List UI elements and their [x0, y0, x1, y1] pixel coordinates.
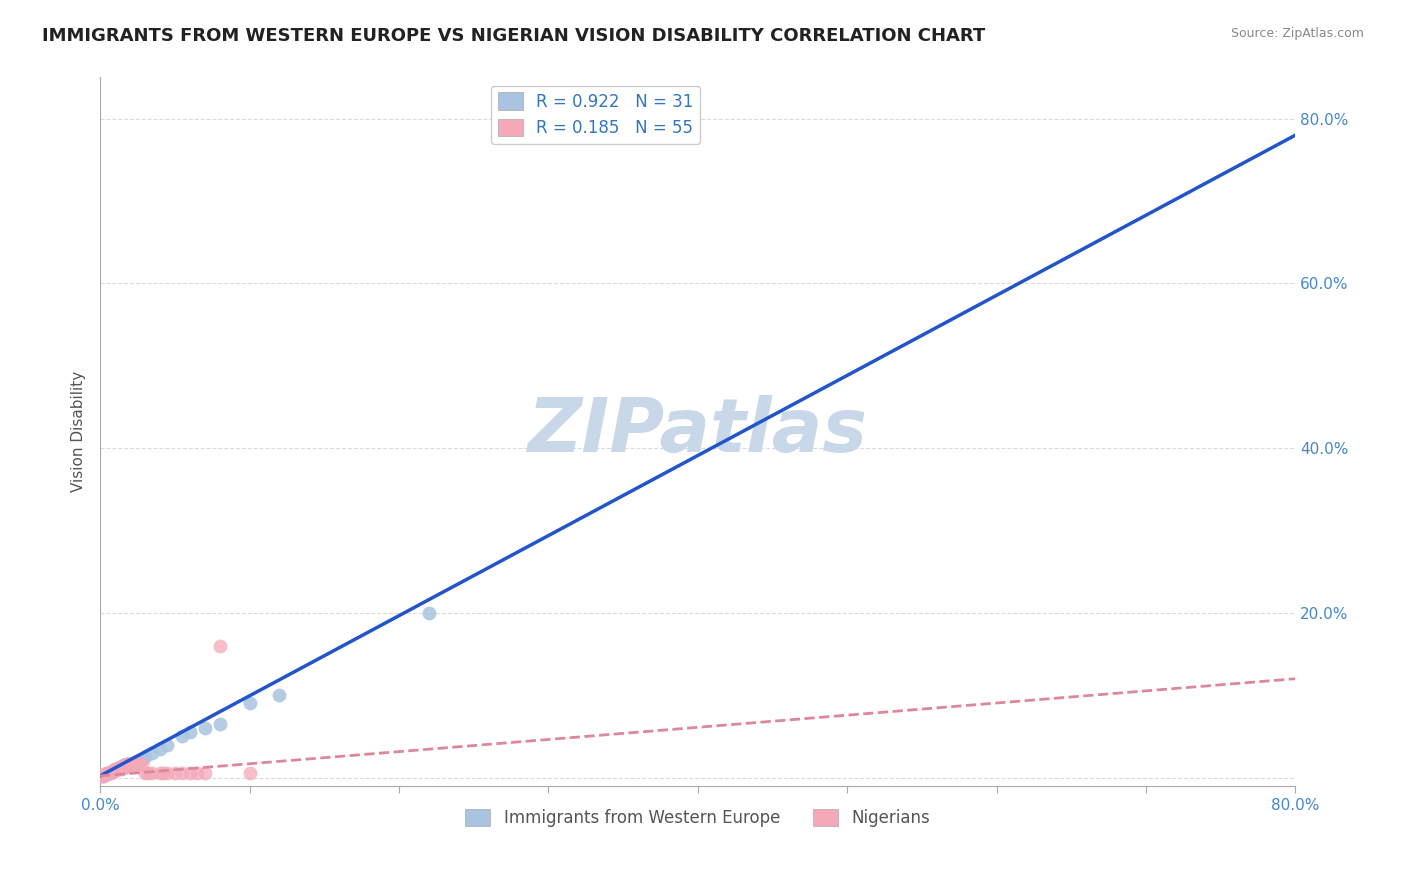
Point: [90, 769, 112, 783]
Point: [238, 766, 260, 780]
Point: [172, 766, 194, 780]
Point: [112, 760, 135, 774]
Point: [136, 765, 159, 780]
Point: [117, 756, 139, 771]
Point: [114, 757, 136, 772]
Point: [156, 738, 179, 752]
Point: [172, 730, 194, 744]
Point: [104, 762, 127, 776]
Point: [208, 639, 231, 653]
Point: [94, 767, 117, 781]
Point: [107, 761, 129, 775]
Point: [112, 758, 135, 772]
Point: [114, 759, 136, 773]
Point: [108, 762, 131, 776]
Point: [131, 752, 153, 766]
Point: [98, 765, 121, 780]
Point: [121, 756, 143, 771]
Point: [238, 697, 260, 711]
Point: [93, 768, 115, 782]
Point: [101, 764, 124, 778]
Point: [101, 764, 124, 779]
Point: [97, 766, 120, 780]
Point: [93, 767, 115, 781]
Point: [127, 757, 149, 772]
Point: [141, 766, 163, 780]
Point: [118, 756, 141, 771]
Point: [108, 761, 131, 775]
Point: [141, 746, 163, 760]
Point: [91, 768, 114, 782]
Point: [91, 769, 114, 783]
Point: [269, 688, 291, 702]
Point: [114, 760, 136, 774]
Point: [118, 757, 141, 772]
Point: [105, 762, 128, 776]
Point: [107, 762, 129, 776]
Point: [152, 766, 174, 780]
Point: [125, 758, 148, 772]
Point: [156, 765, 179, 780]
Point: [91, 769, 114, 783]
Point: [179, 765, 201, 780]
Point: [104, 763, 127, 777]
Y-axis label: Vision Disability: Vision Disability: [72, 371, 86, 492]
Point: [100, 765, 122, 780]
Point: [122, 756, 145, 770]
Point: [122, 758, 145, 772]
Point: [103, 764, 125, 778]
Point: [97, 766, 120, 780]
Point: [108, 760, 131, 774]
Point: [134, 766, 156, 780]
Point: [104, 762, 127, 776]
Text: Source: ZipAtlas.com: Source: ZipAtlas.com: [1230, 27, 1364, 40]
Point: [103, 763, 125, 777]
Point: [194, 765, 217, 780]
Point: [110, 762, 132, 776]
Point: [110, 760, 132, 774]
Point: [127, 754, 149, 768]
Point: [194, 721, 217, 735]
Point: [111, 761, 134, 775]
Point: [149, 766, 172, 780]
Point: [115, 758, 138, 772]
Point: [418, 606, 440, 620]
Point: [103, 764, 125, 778]
Point: [94, 767, 117, 781]
Point: [128, 756, 150, 771]
Point: [112, 758, 135, 772]
Text: IMMIGRANTS FROM WESTERN EUROPE VS NIGERIAN VISION DISABILITY CORRELATION CHART: IMMIGRANTS FROM WESTERN EUROPE VS NIGERI…: [42, 27, 986, 45]
Point: [97, 765, 120, 780]
Legend: Immigrants from Western Europe, Nigerians: Immigrants from Western Europe, Nigerian…: [458, 803, 936, 834]
Point: [115, 757, 138, 772]
Point: [107, 762, 129, 776]
Point: [208, 717, 231, 731]
Point: [100, 764, 122, 779]
Point: [111, 759, 134, 773]
Point: [101, 764, 124, 779]
Point: [124, 757, 146, 772]
Point: [117, 758, 139, 772]
Point: [93, 768, 115, 782]
Point: [186, 766, 208, 780]
Point: [131, 757, 153, 772]
Point: [115, 757, 138, 772]
Point: [111, 759, 134, 773]
Point: [134, 750, 156, 764]
Point: [163, 766, 186, 780]
Point: [98, 765, 121, 780]
Point: [149, 741, 172, 756]
Text: ZIPatlas: ZIPatlas: [527, 395, 868, 468]
Point: [94, 766, 117, 780]
Point: [179, 725, 201, 739]
Point: [98, 766, 121, 780]
